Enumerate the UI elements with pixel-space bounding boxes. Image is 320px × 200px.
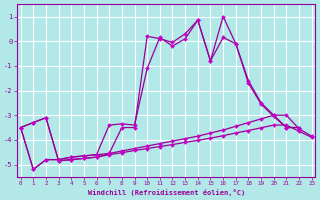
X-axis label: Windchill (Refroidissement éolien,°C): Windchill (Refroidissement éolien,°C) <box>88 189 245 196</box>
